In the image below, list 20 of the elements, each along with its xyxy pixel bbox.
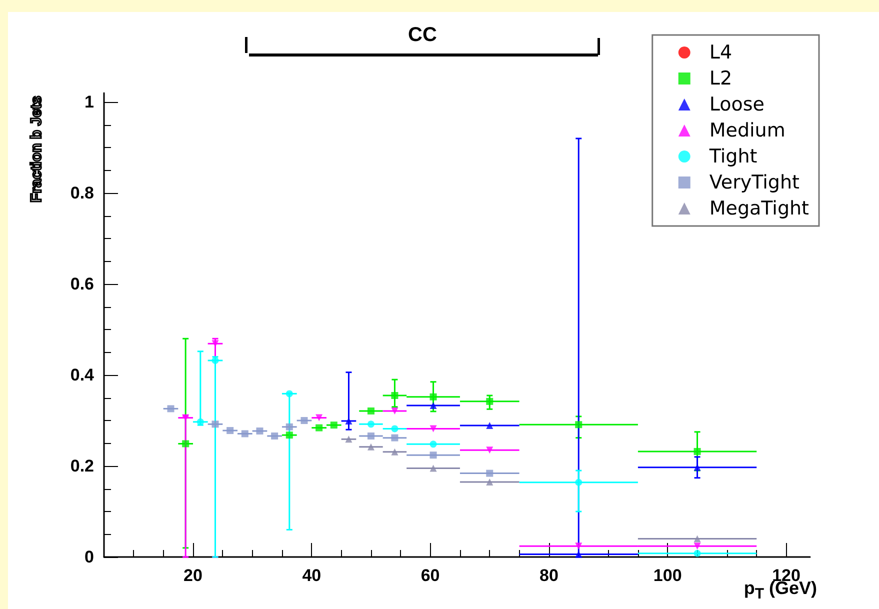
legend-label: L2 — [709, 68, 732, 90]
y-tick-label: 0.2 — [70, 456, 94, 476]
y-tick-label: 0.4 — [70, 366, 95, 385]
y-tick-label: 0 — [84, 548, 94, 566]
text: CC — [407, 24, 438, 47]
legend-label: Tight — [708, 146, 758, 168]
legend-label: Medium — [709, 120, 786, 142]
legend-label: L4 — [709, 42, 732, 64]
y-tick-label: 1 — [84, 92, 94, 112]
x-tick-label: 80 — [539, 566, 558, 585]
y-tick-label: 0.8 — [70, 184, 94, 203]
legend-label: VeryTight — [709, 172, 800, 194]
x-tick-label: 20 — [184, 566, 202, 585]
legend-label: MegaTight — [709, 198, 809, 220]
x-tick-label: 40 — [302, 566, 322, 585]
x-tick-label: 60 — [420, 566, 440, 585]
y-axis-title: Fraction b Jets — [28, 96, 45, 202]
x-tick-label: 100 — [653, 566, 682, 585]
y-tick-label: 0.6 — [70, 274, 94, 294]
legend-label: Loose — [709, 94, 764, 116]
